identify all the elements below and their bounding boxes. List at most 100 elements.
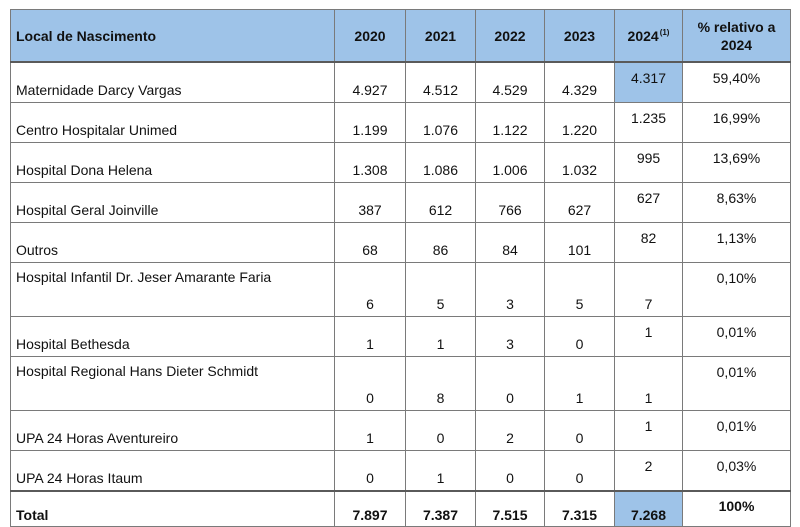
row-value-2023: 1.032	[544, 142, 615, 183]
row-pct-2024: 0,01%	[682, 316, 791, 357]
row-value-2022: 1.006	[475, 142, 545, 183]
row-value-2020: 6	[334, 262, 406, 317]
row-value-2022: 3	[475, 316, 545, 357]
row-pct-2024: 8,63%	[682, 182, 791, 223]
row-pct-2024: 0,03%	[682, 450, 791, 492]
table-row: Hospital Bethesda 1 1 3 0 1 0,01%	[10, 316, 791, 357]
total-label: Total	[10, 490, 335, 527]
total-2021: 7.387	[405, 490, 476, 527]
row-value-2024: 2	[614, 450, 683, 492]
row-value-2023: 101	[544, 222, 615, 263]
row-value-2020: 68	[334, 222, 406, 263]
row-value-2024: 1	[614, 356, 683, 411]
row-value-2024: 627	[614, 182, 683, 223]
table-row: Hospital Infantil Dr. Jeser Amarante Far…	[10, 262, 791, 317]
row-pct-2024: 13,69%	[682, 142, 791, 183]
row-place-name: Hospital Bethesda	[10, 316, 335, 357]
row-value-2021: 86	[405, 222, 476, 263]
row-value-2021: 0	[405, 410, 476, 451]
row-value-2024: 995	[614, 142, 683, 183]
row-place-name: Outros	[10, 222, 335, 263]
row-pct-2024: 59,40%	[682, 61, 791, 103]
table-body: Maternidade Darcy Vargas 4.927 4.512 4.529 4…	[10, 61, 791, 492]
header-2023: 2023	[544, 9, 615, 63]
row-value-2021: 1.076	[405, 102, 476, 143]
row-value-2021: 1	[405, 450, 476, 492]
row-place-name: Centro Hospitalar Unimed	[10, 102, 335, 143]
row-value-2020: 4.927	[334, 61, 406, 103]
row-value-2021: 5	[405, 262, 476, 317]
header-2021: 2021	[405, 9, 476, 63]
row-pct-2024: 1,13%	[682, 222, 791, 263]
row-value-2023: 627	[544, 182, 615, 223]
row-value-2023: 4.329	[544, 61, 615, 103]
row-value-2022: 0	[475, 356, 545, 411]
row-value-2021: 1	[405, 316, 476, 357]
row-place-name: UPA 24 Horas Itaum	[10, 450, 335, 492]
table-row: Hospital Regional Hans Dieter Schmidt 0 8 0…	[10, 356, 791, 411]
row-place-name: Hospital Dona Helena	[10, 142, 335, 183]
row-value-2022: 84	[475, 222, 545, 263]
row-value-2024: 82	[614, 222, 683, 263]
row-place-name: Hospital Regional Hans Dieter Schmidt	[10, 356, 335, 411]
row-place-name: Hospital Geral Joinville	[10, 182, 335, 223]
total-row: Total 7.897 7.387 7.515 7.315 7.268 100%	[10, 490, 791, 527]
row-value-2020: 1.199	[334, 102, 406, 143]
row-value-2020: 0	[334, 356, 406, 411]
row-pct-2024: 16,99%	[682, 102, 791, 143]
row-value-2024: 7	[614, 262, 683, 317]
row-value-2020: 0	[334, 450, 406, 492]
table-container: Local de Nascimento 2020 2021 2022 2023 …	[10, 9, 791, 527]
row-value-2023: 0	[544, 316, 615, 357]
row-value-2021: 1.086	[405, 142, 476, 183]
row-value-2024: 1	[614, 316, 683, 357]
footnote-marker: (1)	[659, 27, 670, 37]
header-row: Local de Nascimento 2020 2021 2022 2023 …	[10, 9, 791, 63]
row-value-2022: 766	[475, 182, 545, 223]
table-row: Outros 68 86 84 101 82 1,13%	[10, 222, 791, 263]
total-2023: 7.315	[544, 490, 615, 527]
row-value-2021: 8	[405, 356, 476, 411]
row-value-2023: 5	[544, 262, 615, 317]
row-pct-2024: 0,01%	[682, 410, 791, 451]
row-value-2022: 1.122	[475, 102, 545, 143]
table-row: UPA 24 Horas Itaum 0 1 0 0 2 0,03%	[10, 450, 791, 492]
row-pct-2024: 0,10%	[682, 262, 791, 317]
row-value-2020: 1.308	[334, 142, 406, 183]
row-value-2024: 4.317	[614, 61, 683, 103]
row-value-2022: 0	[475, 450, 545, 492]
row-value-2023: 0	[544, 450, 615, 492]
row-pct-2024: 0,01%	[682, 356, 791, 411]
row-value-2022: 2	[475, 410, 545, 451]
row-value-2020: 1	[334, 316, 406, 357]
row-value-2021: 4.512	[405, 61, 476, 103]
row-place-name: UPA 24 Horas Aventureiro	[10, 410, 335, 451]
row-value-2024: 1	[614, 410, 683, 451]
header-pct: % relativo a 2024	[682, 9, 791, 63]
table-row: Maternidade Darcy Vargas 4.927 4.512 4.529 4…	[10, 61, 791, 103]
row-value-2023: 0	[544, 410, 615, 451]
row-value-2024: 1.235	[614, 102, 683, 143]
row-place-name: Hospital Infantil Dr. Jeser Amarante Far…	[10, 262, 335, 317]
table-row: UPA 24 Horas Aventureiro 1 0 2 0 1 0,01%	[10, 410, 791, 451]
row-value-2023: 1	[544, 356, 615, 411]
header-2020: 2020	[334, 9, 406, 63]
header-place: Local de Nascimento	[10, 9, 335, 63]
header-2024-label: 2024	[627, 27, 659, 44]
row-value-2023: 1.220	[544, 102, 615, 143]
births-table: Local de Nascimento 2020 2021 2022 2023 …	[10, 9, 791, 527]
row-value-2020: 1	[334, 410, 406, 451]
table-row: Hospital Dona Helena 1.308 1.086 1.006 1.032…	[10, 142, 791, 183]
table-row: Centro Hospitalar Unimed 1.199 1.076 1.122 1…	[10, 102, 791, 143]
total-2022: 7.515	[475, 490, 545, 527]
row-value-2020: 387	[334, 182, 406, 223]
row-value-2022: 3	[475, 262, 545, 317]
header-2024: 2024(1)	[614, 9, 683, 63]
total-2020: 7.897	[334, 490, 406, 527]
row-value-2022: 4.529	[475, 61, 545, 103]
table-row: Hospital Geral Joinville 387 612 766 627 627 8…	[10, 182, 791, 223]
total-pct: 100%	[682, 490, 791, 527]
header-2022: 2022	[475, 9, 545, 63]
row-value-2021: 612	[405, 182, 476, 223]
row-place-name: Maternidade Darcy Vargas	[10, 61, 335, 103]
